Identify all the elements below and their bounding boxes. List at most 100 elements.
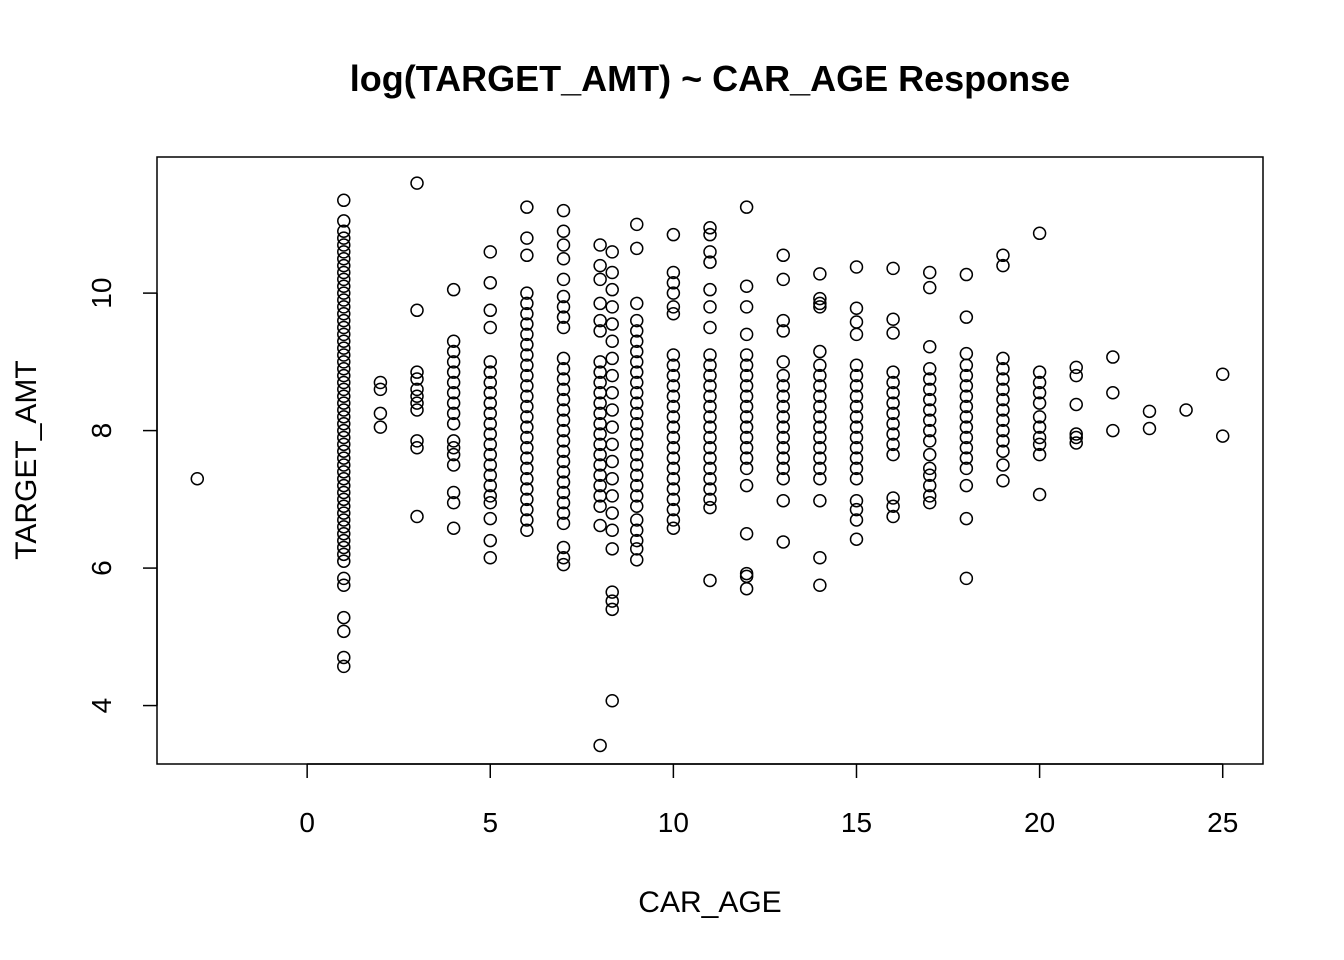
- data-point: [666, 265, 681, 280]
- data-point: [605, 403, 619, 417]
- data-point: [776, 461, 790, 476]
- data-point: [703, 358, 717, 373]
- data-point: [337, 444, 351, 458]
- data-point: [666, 410, 681, 424]
- data-point: [886, 312, 900, 326]
- data-point: [1032, 375, 1047, 390]
- data-point: [922, 339, 937, 354]
- data-point: [849, 532, 864, 546]
- data-point: [739, 569, 754, 584]
- data-point: [630, 489, 644, 503]
- data-point: [666, 300, 681, 314]
- data-point: [556, 413, 571, 428]
- data-point: [996, 458, 1010, 472]
- data-point: [337, 389, 351, 403]
- data-point: [666, 492, 681, 507]
- data-point: [703, 430, 717, 445]
- data-point: [556, 516, 571, 531]
- data-point: [483, 245, 498, 259]
- data-point: [593, 518, 607, 533]
- data-point: [337, 554, 351, 568]
- data-point: [337, 272, 351, 287]
- data-point: [776, 410, 790, 424]
- data-point: [520, 410, 534, 424]
- data-point: [922, 434, 937, 448]
- data-point: [605, 542, 619, 556]
- data-point: [593, 427, 607, 441]
- data-point: [605, 386, 619, 400]
- data-point: [337, 306, 351, 321]
- data-point: [337, 578, 351, 593]
- data-point: [593, 272, 607, 287]
- data-point: [1069, 397, 1083, 412]
- data-point: [1106, 386, 1120, 400]
- data-point: [446, 406, 461, 421]
- data-point: [666, 451, 681, 465]
- data-point: [959, 399, 974, 414]
- data-point: [337, 571, 351, 586]
- data-point: [666, 306, 681, 321]
- data-point: [446, 441, 461, 455]
- data-point: [520, 200, 534, 214]
- data-point: [813, 461, 827, 476]
- data-point: [886, 326, 900, 340]
- data-point: [410, 441, 424, 455]
- data-point: [959, 420, 974, 434]
- data-point: [703, 420, 717, 434]
- data-point: [630, 355, 644, 369]
- data-point: [483, 511, 498, 526]
- data-point: [556, 392, 571, 407]
- data-point: [483, 437, 498, 452]
- data-point: [959, 461, 974, 476]
- y-axis: 4 6 8 10: [86, 278, 158, 713]
- data-point: [703, 255, 717, 269]
- data-point: [446, 521, 461, 535]
- data-point: [337, 540, 351, 555]
- x-tick-label: 10: [658, 807, 689, 838]
- data-point: [666, 379, 681, 393]
- data-point: [776, 471, 790, 486]
- data-point: [776, 248, 790, 263]
- data-point: [520, 451, 534, 465]
- data-point: [959, 571, 974, 586]
- data-point: [1069, 360, 1083, 375]
- data-point: [593, 468, 607, 483]
- data-point: [630, 533, 644, 548]
- data-point: [776, 441, 790, 455]
- data-point: [1215, 367, 1230, 381]
- data-point: [849, 513, 864, 527]
- x-tick-label: 20: [1024, 807, 1055, 838]
- data-point: [630, 217, 644, 232]
- data-point: [337, 375, 351, 390]
- data-point: [337, 458, 351, 472]
- data-point: [556, 300, 571, 314]
- data-point: [410, 434, 424, 448]
- data-point: [813, 296, 827, 311]
- data-point: [605, 334, 619, 348]
- data-point: [337, 286, 351, 300]
- data-point: [922, 280, 937, 295]
- data-point: [446, 447, 461, 462]
- data-point: [446, 344, 461, 359]
- data-point: [666, 521, 681, 535]
- data-point: [703, 461, 717, 476]
- data-point: [410, 303, 424, 318]
- data-point: [337, 320, 351, 335]
- data-point: [630, 523, 644, 538]
- data-point: [593, 365, 607, 379]
- data-point: [410, 396, 424, 410]
- data-point: [739, 399, 754, 414]
- data-point: [1032, 420, 1047, 434]
- data-point: [849, 493, 864, 508]
- data-point: [556, 540, 571, 555]
- data-point: [630, 386, 644, 400]
- data-point: [996, 423, 1010, 438]
- data-point: [446, 282, 461, 297]
- data-point: [520, 441, 534, 455]
- data-point: [446, 386, 461, 400]
- data-point: [337, 465, 351, 479]
- data-point: [556, 506, 571, 520]
- data-point: [593, 355, 607, 369]
- data-point: [520, 482, 534, 496]
- data-point: [630, 365, 644, 379]
